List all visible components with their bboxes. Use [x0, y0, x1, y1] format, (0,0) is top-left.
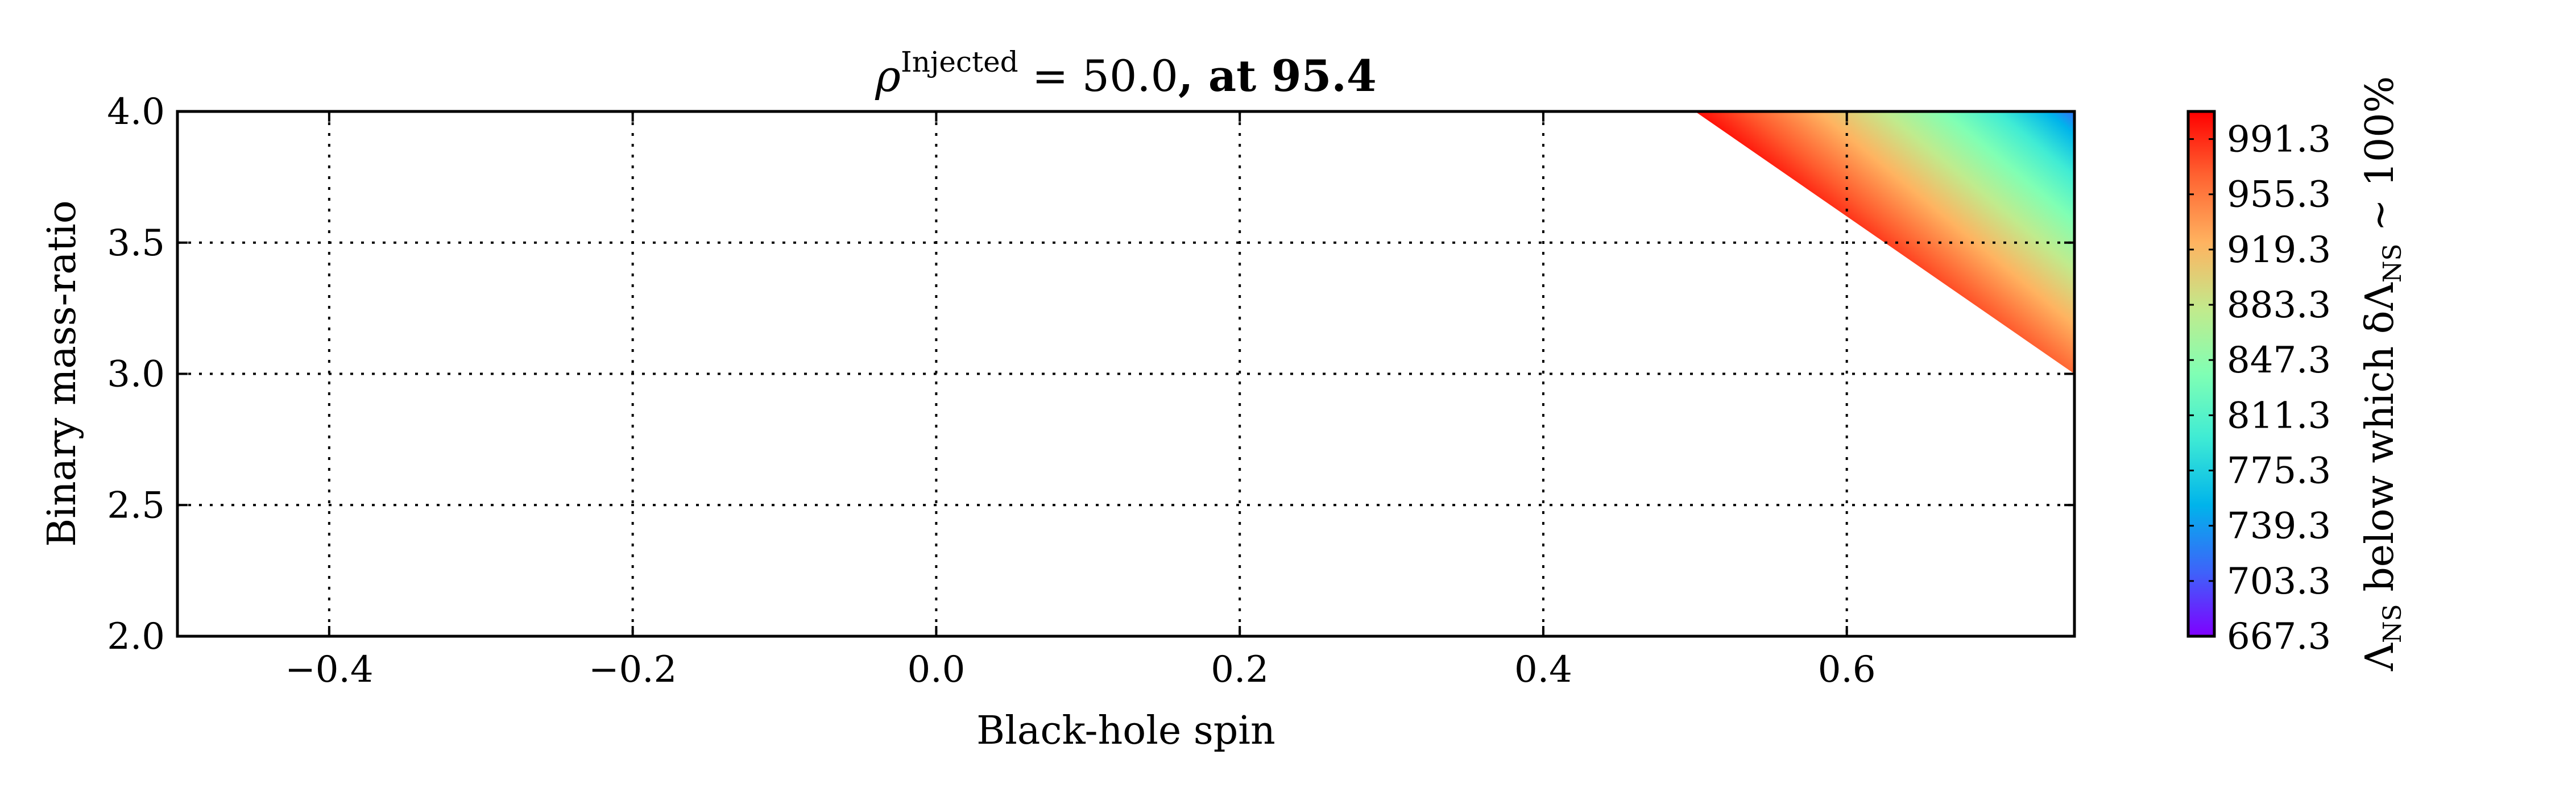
title-rho: ρ	[875, 51, 901, 101]
y-tick-label: 4.0	[107, 91, 165, 133]
colorbar-tick-label: 703.3	[2227, 561, 2331, 603]
x-tick-label: 0.0	[908, 649, 966, 691]
colorbar-tick-label: 775.3	[2227, 450, 2331, 492]
y-tick-label: 2.5	[107, 484, 165, 526]
y-tick-label: 3.5	[107, 222, 165, 264]
colorbar-tick-label: 991.3	[2227, 119, 2331, 161]
colorbar-tick-label: 883.3	[2227, 284, 2331, 326]
x-gridlines	[328, 111, 1848, 636]
x-tick-label: 0.6	[1818, 649, 1876, 691]
title-suffix: , at 95.4	[1178, 51, 1377, 101]
title-superscript: Injected	[901, 45, 1018, 78]
colorbar-tick-label: 955.3	[2227, 174, 2331, 216]
x-axis-label: Black-hole spin	[976, 708, 1275, 753]
colorbar-tick-label: 739.3	[2227, 505, 2331, 548]
y-gridlines	[177, 241, 2074, 507]
x-tick-label: 0.2	[1211, 649, 1269, 691]
colorbar-label: ΛNS below which δΛNS ~ 100%	[2358, 76, 2407, 671]
filled-region	[1695, 111, 2074, 374]
colorbar-label-sub: NS	[2378, 604, 2407, 643]
x-axis-ticks: −0.4 −0.2 0.0 0.2 0.4 0.6	[285, 111, 1876, 691]
y-tick-label: 2.0	[107, 616, 165, 658]
x-tick-label: −0.4	[285, 649, 373, 691]
title-equals: = 50.0	[1018, 51, 1178, 101]
colorbar-label-end: ~ 100%	[2358, 76, 2403, 244]
y-tick-label: 3.0	[107, 354, 165, 396]
colorbar-label-sub2: NS	[2378, 244, 2407, 283]
x-tick-label: 0.4	[1514, 649, 1572, 691]
colorbar-tick-label: 811.3	[2227, 395, 2331, 437]
colorbar-tick-label: 667.3	[2227, 616, 2331, 658]
colorbar-tick-label: 919.3	[2227, 229, 2331, 271]
colorbar-ticks: 667.3 703.3 739.3 775.3 811.3 847.3 883.3 919.3…	[2188, 119, 2331, 658]
x-tick-label: −0.2	[589, 649, 677, 691]
y-axis-label: Binary mass-ratio	[40, 200, 85, 546]
colorbar-tick-label: 847.3	[2227, 339, 2331, 382]
colorbar	[2186, 110, 2216, 638]
colorbar-label-mid: below which δΛ	[2358, 282, 2403, 604]
chart-title: ρInjected = 50.0, at 95.4	[875, 45, 1376, 101]
colorbar-label-lambda: Λ	[2358, 642, 2403, 671]
y-axis-ticks: 2.0 2.5 3.0 3.5 4.0	[107, 91, 2074, 658]
